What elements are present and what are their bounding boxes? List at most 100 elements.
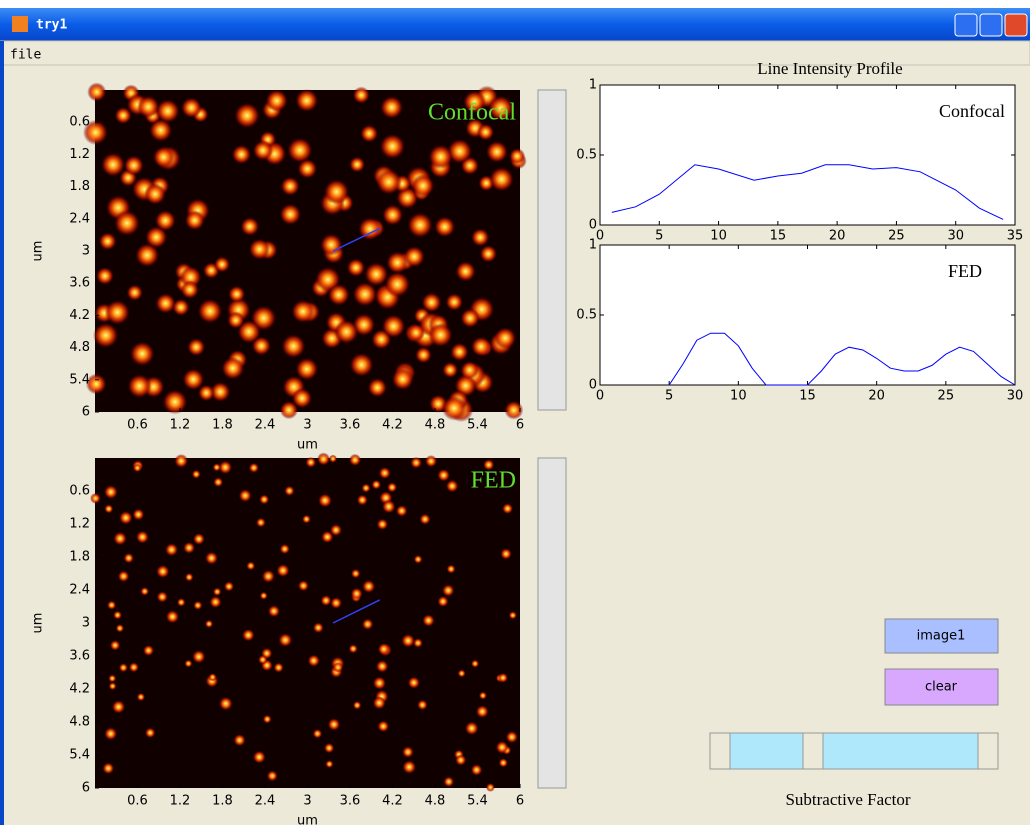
spot	[101, 153, 125, 177]
annotation: Confocal	[939, 101, 1005, 121]
spot	[351, 588, 363, 600]
y-axis-label: um	[31, 613, 46, 634]
spot	[109, 682, 117, 690]
spot	[192, 650, 205, 663]
x-tick-label: 25	[888, 229, 905, 244]
spot	[256, 518, 266, 528]
x-tick-label: 1.2	[170, 794, 191, 809]
y-tick-label: 1	[589, 78, 597, 93]
spot	[411, 174, 434, 197]
spot	[437, 469, 450, 482]
menu-item[interactable]: file	[10, 48, 41, 63]
x-axis-label: um	[297, 814, 318, 826]
spot	[137, 96, 159, 118]
spot	[185, 210, 205, 230]
spot	[471, 228, 489, 246]
spot	[408, 677, 420, 689]
spot	[465, 721, 479, 735]
scrollbar[interactable]	[538, 90, 566, 410]
x-tick-label: 4.8	[425, 794, 446, 809]
spot	[145, 728, 156, 739]
close-button[interactable]	[1005, 14, 1027, 36]
spot	[410, 457, 422, 469]
spot	[380, 96, 403, 119]
spot	[253, 751, 266, 764]
spot	[422, 614, 435, 627]
spot	[450, 343, 468, 361]
spot	[447, 564, 456, 573]
app-window: try1 file Line Intensity Profile image1 …	[0, 0, 1030, 825]
spot	[112, 700, 126, 714]
slider-thumb[interactable]	[803, 733, 823, 769]
slider-arrow[interactable]	[710, 733, 730, 769]
y-tick-label: 3.6	[69, 649, 90, 664]
y-tick-label: 3	[82, 616, 90, 631]
spot	[267, 770, 278, 781]
spot	[155, 293, 175, 313]
scrollbar[interactable]	[538, 458, 566, 788]
spot	[387, 482, 397, 492]
spot	[156, 565, 169, 578]
spot	[291, 300, 314, 323]
y-tick-label: 4.2	[69, 308, 90, 323]
spot	[325, 760, 333, 768]
spot	[317, 452, 330, 465]
spot	[506, 731, 518, 743]
slider-arrow[interactable]	[978, 733, 998, 769]
spot	[422, 292, 442, 312]
spot	[347, 258, 366, 277]
y-tick-label: 1	[589, 238, 597, 253]
x-tick-label: 1.8	[212, 418, 233, 433]
spot	[442, 362, 458, 378]
y-tick-label: 2.4	[69, 211, 90, 226]
image-frame	[95, 458, 520, 788]
spot	[349, 644, 358, 653]
spot	[213, 477, 223, 487]
spot	[274, 662, 284, 672]
spot	[494, 327, 516, 349]
spot	[415, 347, 432, 364]
spot	[377, 720, 389, 732]
spot	[378, 643, 390, 655]
spot	[177, 598, 186, 607]
spot	[162, 389, 187, 414]
spot	[104, 727, 117, 740]
spot	[193, 533, 205, 545]
spot	[479, 692, 487, 700]
slider[interactable]	[710, 733, 998, 769]
spot	[476, 705, 489, 718]
spot	[119, 663, 128, 672]
y-tick-label: 0.5	[576, 148, 597, 163]
spot	[281, 177, 300, 196]
y-tick-label: 4.2	[69, 682, 90, 697]
spot	[402, 746, 414, 758]
spot	[105, 300, 130, 325]
spot	[445, 293, 463, 311]
x-tick-label: 3.6	[340, 418, 361, 433]
button-label[interactable]: image1	[917, 629, 966, 644]
spot	[460, 308, 479, 327]
minimize-button[interactable]	[955, 14, 977, 36]
spot	[295, 89, 318, 112]
spot	[313, 622, 324, 633]
spot	[330, 597, 342, 609]
spot	[333, 662, 344, 673]
button-label[interactable]: clear	[925, 680, 958, 695]
spot	[276, 564, 289, 577]
spot	[509, 611, 517, 619]
spot	[234, 103, 260, 129]
x-axis-label: um	[297, 438, 318, 453]
spot	[249, 238, 270, 259]
spot	[434, 216, 455, 237]
spot	[187, 338, 205, 356]
spot	[205, 552, 218, 565]
maximize-button[interactable]	[980, 14, 1002, 36]
spot	[213, 587, 222, 596]
spot	[371, 480, 381, 490]
spot	[239, 489, 252, 502]
y-tick-label: 4.8	[69, 715, 90, 730]
spot	[118, 570, 130, 582]
spot	[396, 505, 408, 517]
spot	[305, 457, 316, 468]
spot	[249, 463, 259, 473]
